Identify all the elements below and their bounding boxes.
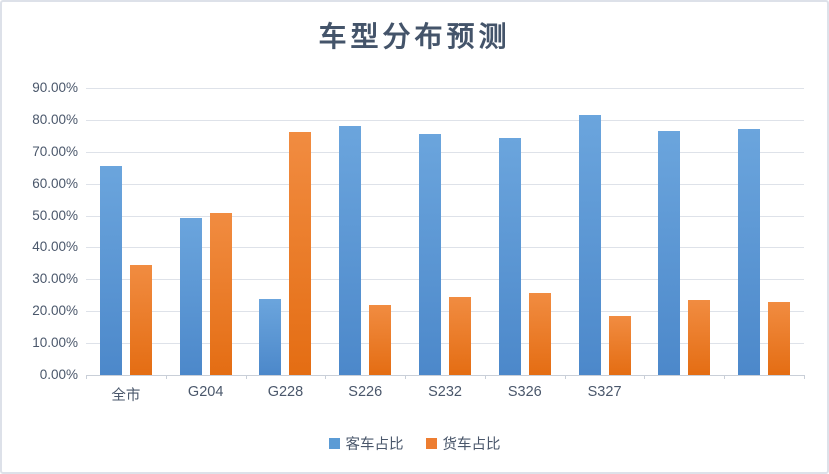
gridline: [86, 88, 804, 89]
x-axis-tick: [86, 375, 87, 379]
x-tick-label: S232: [428, 384, 462, 400]
x-axis-tick: [644, 375, 646, 379]
x-axis: 全市 G204 G228 S226 S232 S326 S327: [86, 384, 804, 405]
plot-area: [86, 88, 805, 379]
legend-swatch-passenger-icon: [328, 438, 340, 449]
x-tick-label: S326: [507, 384, 542, 400]
y-tick-label: 0.00%: [39, 367, 78, 382]
legend: 客车占比 货车占比: [2, 433, 827, 454]
x-tick-label: G204: [187, 384, 224, 400]
legend-item-truck: 货车占比: [425, 433, 501, 454]
bar-passenger: [99, 166, 122, 375]
y-tick-label: 70.00%: [32, 143, 78, 159]
bar-group: [86, 88, 166, 375]
bar-passenger: [658, 131, 681, 375]
gridline: [86, 311, 804, 313]
chart-title: 车型分布预测: [318, 21, 511, 52]
y-tick-label: 10.00%: [32, 335, 78, 351]
bar-truck: [209, 213, 232, 375]
x-tick-label: S327: [587, 384, 622, 400]
x-tick-label: G228: [267, 384, 304, 400]
legend-label-passenger: 客车占比: [345, 437, 404, 453]
x-axis-tick: [724, 375, 726, 379]
y-tick-label: 40.00%: [32, 239, 78, 255]
gridline: [86, 279, 804, 281]
gridline: [86, 151, 804, 153]
bar-group: [724, 88, 804, 375]
bar-passenger: [339, 126, 362, 375]
bar-group: [565, 88, 645, 375]
bar-truck: [608, 316, 631, 375]
bar-passenger: [498, 138, 521, 375]
gridline: [86, 343, 804, 345]
bar-group: [485, 88, 565, 375]
x-tick-label: [644, 384, 724, 405]
bar-truck: [289, 132, 312, 375]
bar-passenger: [419, 134, 442, 375]
x-tick-label: 全市: [111, 388, 141, 404]
bar-truck: [129, 264, 152, 375]
y-tick-label: 80.00%: [32, 111, 78, 127]
legend-item-passenger: 客车占比: [328, 433, 404, 454]
x-tick-label: S226: [348, 384, 383, 400]
bar-truck: [369, 304, 392, 375]
bar-truck: [449, 296, 472, 375]
x-axis-tick: [484, 375, 486, 379]
bar-group: [166, 88, 246, 375]
bar-truck: [688, 300, 711, 375]
bar-group: [405, 88, 485, 375]
bar-group: [644, 88, 724, 375]
x-axis-tick: [405, 375, 407, 379]
y-tick-label: 50.00%: [32, 207, 78, 223]
y-axis: 0.00% 10.00% 20.00% 30.00% 40.00% 50.00% 60.00…: [2, 2, 78, 472]
legend-swatch-truck-icon: [425, 438, 437, 449]
bar-passenger: [259, 299, 282, 375]
y-tick-label: 30.00%: [32, 271, 78, 287]
legend-label-truck: 货车占比: [442, 437, 501, 453]
bar-passenger: [179, 218, 202, 375]
gridline: [86, 247, 804, 249]
x-axis-tick: [325, 375, 327, 379]
y-tick-label: 60.00%: [32, 175, 78, 191]
bar-truck: [528, 292, 551, 375]
bar-passenger: [738, 129, 761, 375]
gridline: [86, 215, 804, 217]
x-axis-tick: [245, 375, 247, 379]
x-axis-tick: [165, 375, 167, 379]
bar-passenger: [578, 115, 601, 375]
bar-group: [325, 88, 405, 375]
gridline: [86, 183, 804, 185]
bar-group: [246, 88, 326, 375]
bar-truck: [768, 301, 791, 375]
y-tick-label: 90.00%: [32, 80, 78, 95]
gridline: [86, 119, 804, 121]
x-tick-label: [724, 384, 804, 405]
y-tick-label: 20.00%: [32, 303, 78, 319]
bar-groups: [86, 88, 804, 375]
x-axis-tick: [564, 375, 566, 379]
x-axis-tick: [804, 375, 805, 379]
